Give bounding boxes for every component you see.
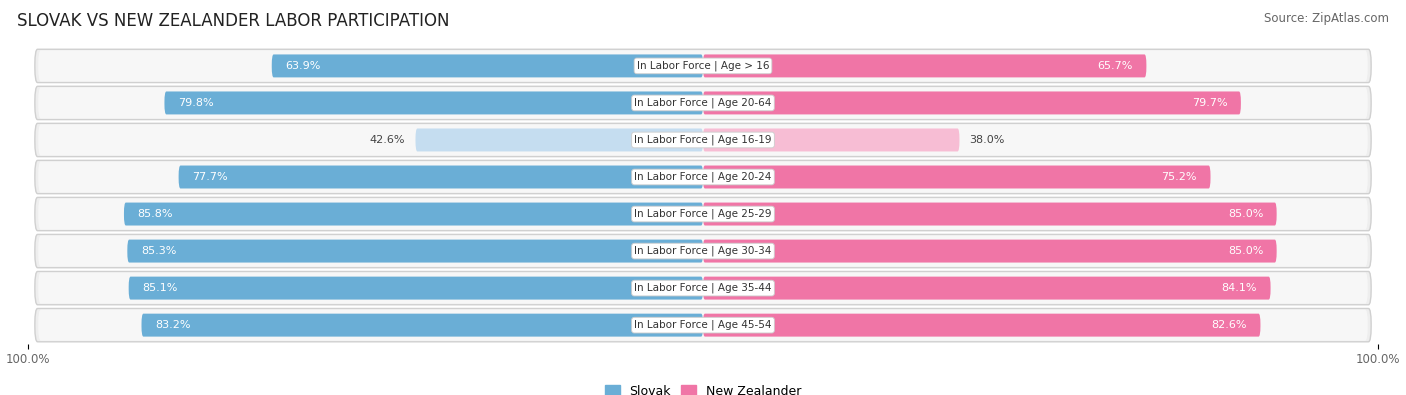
FancyBboxPatch shape (128, 240, 703, 263)
FancyBboxPatch shape (142, 314, 703, 337)
Text: 38.0%: 38.0% (970, 135, 1005, 145)
Text: 85.8%: 85.8% (138, 209, 173, 219)
FancyBboxPatch shape (703, 276, 1271, 299)
FancyBboxPatch shape (38, 124, 1368, 156)
Text: 75.2%: 75.2% (1161, 172, 1197, 182)
FancyBboxPatch shape (703, 314, 1260, 337)
FancyBboxPatch shape (38, 310, 1368, 340)
FancyBboxPatch shape (35, 198, 1371, 231)
Text: 77.7%: 77.7% (193, 172, 228, 182)
FancyBboxPatch shape (35, 160, 1371, 194)
Text: In Labor Force | Age 35-44: In Labor Force | Age 35-44 (634, 283, 772, 293)
FancyBboxPatch shape (35, 271, 1371, 305)
Text: In Labor Force | Age 45-54: In Labor Force | Age 45-54 (634, 320, 772, 330)
Text: 42.6%: 42.6% (370, 135, 405, 145)
FancyBboxPatch shape (703, 128, 959, 151)
FancyBboxPatch shape (703, 240, 1277, 263)
Text: In Labor Force | Age > 16: In Labor Force | Age > 16 (637, 61, 769, 71)
Text: SLOVAK VS NEW ZEALANDER LABOR PARTICIPATION: SLOVAK VS NEW ZEALANDER LABOR PARTICIPAT… (17, 12, 450, 30)
FancyBboxPatch shape (271, 55, 703, 77)
FancyBboxPatch shape (165, 92, 703, 115)
FancyBboxPatch shape (179, 166, 703, 188)
FancyBboxPatch shape (129, 276, 703, 299)
FancyBboxPatch shape (35, 86, 1371, 120)
Text: 85.0%: 85.0% (1227, 209, 1263, 219)
FancyBboxPatch shape (38, 235, 1368, 267)
FancyBboxPatch shape (38, 273, 1368, 304)
FancyBboxPatch shape (703, 203, 1277, 226)
Text: 83.2%: 83.2% (155, 320, 190, 330)
FancyBboxPatch shape (703, 55, 1146, 77)
FancyBboxPatch shape (35, 123, 1371, 157)
Text: In Labor Force | Age 16-19: In Labor Force | Age 16-19 (634, 135, 772, 145)
Text: In Labor Force | Age 20-24: In Labor Force | Age 20-24 (634, 172, 772, 182)
FancyBboxPatch shape (38, 162, 1368, 192)
Text: 85.0%: 85.0% (1227, 246, 1263, 256)
FancyBboxPatch shape (416, 128, 703, 151)
Text: 84.1%: 84.1% (1222, 283, 1257, 293)
Text: 85.1%: 85.1% (142, 283, 177, 293)
FancyBboxPatch shape (124, 203, 703, 226)
Text: 79.8%: 79.8% (179, 98, 214, 108)
Text: 63.9%: 63.9% (285, 61, 321, 71)
FancyBboxPatch shape (35, 234, 1371, 268)
FancyBboxPatch shape (703, 166, 1211, 188)
Text: 85.3%: 85.3% (141, 246, 176, 256)
Text: 65.7%: 65.7% (1098, 61, 1133, 71)
Text: 82.6%: 82.6% (1212, 320, 1247, 330)
FancyBboxPatch shape (38, 198, 1368, 229)
Text: Source: ZipAtlas.com: Source: ZipAtlas.com (1264, 12, 1389, 25)
FancyBboxPatch shape (35, 308, 1371, 342)
Text: In Labor Force | Age 25-29: In Labor Force | Age 25-29 (634, 209, 772, 219)
FancyBboxPatch shape (703, 92, 1241, 115)
FancyBboxPatch shape (38, 87, 1368, 118)
Text: In Labor Force | Age 20-64: In Labor Force | Age 20-64 (634, 98, 772, 108)
Text: 79.7%: 79.7% (1192, 98, 1227, 108)
Legend: Slovak, New Zealander: Slovak, New Zealander (599, 380, 807, 395)
FancyBboxPatch shape (38, 50, 1368, 81)
Text: In Labor Force | Age 30-34: In Labor Force | Age 30-34 (634, 246, 772, 256)
FancyBboxPatch shape (35, 49, 1371, 83)
